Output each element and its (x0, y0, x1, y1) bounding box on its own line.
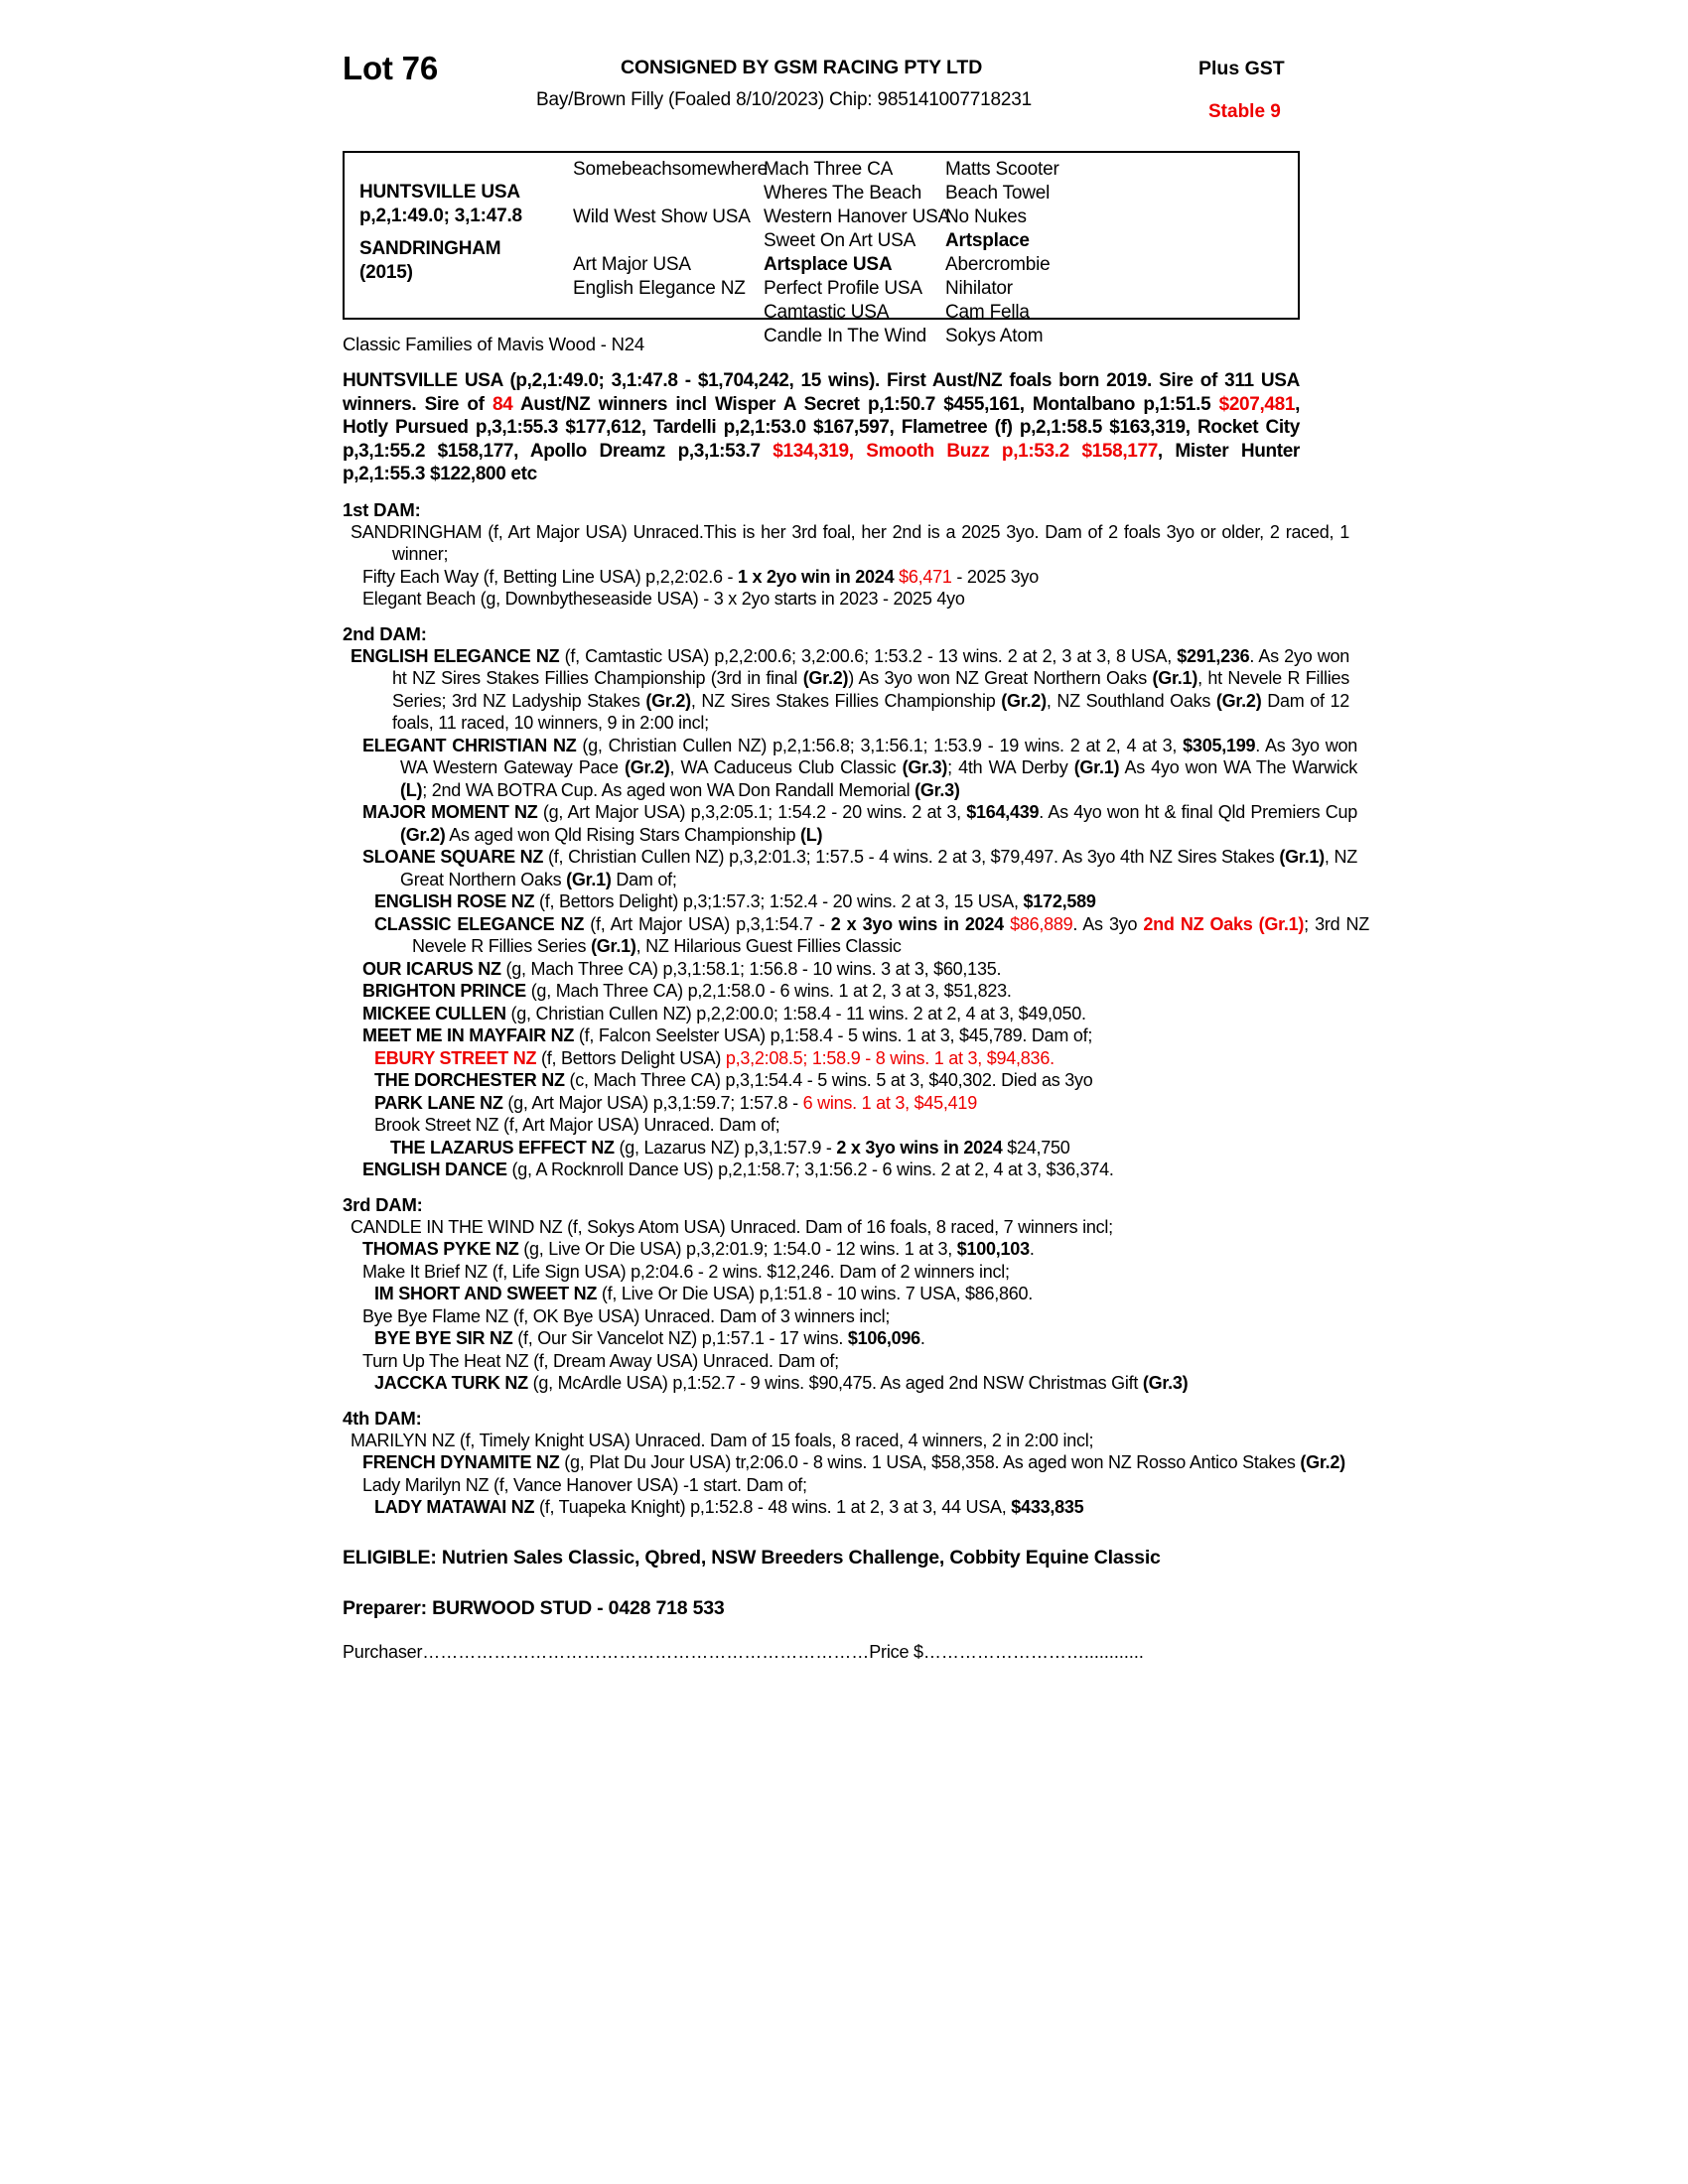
pedigree-entry: MAJOR MOMENT NZ (g, Art Major USA) p,3,2… (362, 802, 1357, 845)
pedigree-gg-3: Sweet On Art USA (764, 230, 916, 251)
pedigree-entry: SANDRINGHAM (f, Art Major USA) Unraced.T… (351, 521, 1349, 565)
pedigree-entry: MEET ME IN MAYFAIR NZ (f, Falcon Seelste… (362, 1025, 1093, 1045)
pedigree-ggg-2: No Nukes (945, 206, 1027, 227)
pedigree-entry: EBURY STREET NZ (f, Bettors Delight USA)… (374, 1047, 1055, 1068)
pedigree-gg-5: Perfect Profile USA (764, 278, 922, 299)
pedigree-entry: Elegant Beach (g, Downbytheseaside USA) … (362, 589, 965, 609)
pedigree-column-great-grandparents: Mach Three CA Wheres The Beach Western Han… (764, 153, 950, 346)
pedigree-entry: LADY MATAWAI NZ (f, Tuapeka Knight) p,1:… (374, 1497, 1084, 1517)
pedigree-gg-0: Mach Three CA (764, 159, 894, 180)
sire-name: HUNTSVILLE USA (359, 182, 520, 203)
pedigree-col3-list: Mach Three CA Wheres The Beach Western Han… (764, 158, 950, 348)
preparer-line: Preparer: BURWOOD STUD - 0428 718 533 (343, 1596, 725, 1619)
dam-heading-2: 3rd DAM: (343, 1193, 423, 1215)
pedigree-col4-list: Matts Scooter Beach Towel No Nukes Artsplac… (945, 158, 1059, 348)
pedigree-entry: FRENCH DYNAMITE NZ (g, Plat Du Jour USA)… (362, 1452, 1345, 1472)
pedigree-sire-cell: HUNTSVILLE USA p,2,1:49.0; 3,1:47.8 (359, 181, 522, 228)
pedigree-entry: PARK LANE NZ (g, Art Major USA) p,3,1:59… (374, 1092, 977, 1113)
pedigree-entry: MARILYN NZ (f, Timely Knight USA) Unrace… (351, 1430, 1094, 1450)
pedigree-gg-2: Western Hanover USA (764, 206, 951, 227)
lot-number: Lot 76 (343, 50, 438, 86)
pedigree-entry: ELEGANT CHRISTIAN NZ (g, Christian Culle… (362, 735, 1357, 800)
pedigree-dam-cell: SANDRINGHAM (2015) (359, 237, 501, 285)
pedigree-entry: JACCKA TURK NZ (g, McArdle USA) p,1:52.7… (374, 1373, 1189, 1393)
pedigree-entry: SLOANE SQUARE NZ (f, Christian Cullen NZ… (362, 847, 1357, 889)
eligible-line: ELIGIBLE: Nutrien Sales Classic, Qbred, … (343, 1546, 1161, 1569)
horse-description: Bay/Brown Filly (Foaled 8/10/2023) Chip:… (536, 89, 1032, 110)
sire-record: p,2,1:49.0; 3,1:47.8 (359, 205, 522, 226)
pedigree-entry: Bye Bye Flame NZ (f, OK Bye USA) Unraced… (362, 1305, 891, 1326)
pedigree-entry: BYE BYE SIR NZ (f, Our Sir Vancelot NZ) … (374, 1328, 925, 1348)
dam-heading-1: 2nd DAM: (343, 622, 427, 644)
pedigree-entry: ENGLISH ELEGANCE NZ (f, Camtastic USA) p… (351, 645, 1350, 734)
price-dots[interactable]: ………………………............ (922, 1641, 1144, 1662)
pedigree-entry: ENGLISH DANCE (g, A Rocknroll Dance US) … (362, 1160, 1114, 1179)
dam-sire: Art Major USA (573, 254, 691, 275)
pedigree-entry: OUR ICARUS NZ (g, Mach Three CA) p,3,1:5… (362, 958, 1002, 979)
pedigree-ggg-0: Matts Scooter (945, 159, 1059, 180)
pedigree-entry: Brook Street NZ (f, Art Major USA) Unrac… (374, 1115, 780, 1135)
pedigree-entry: Fifty Each Way (f, Betting Line USA) p,2… (362, 566, 1039, 587)
pedigree-table: HUNTSVILLE USA p,2,1:49.0; 3,1:47.8 SAND… (343, 151, 1300, 346)
pedigree-entry: MICKEE CULLEN (g, Christian Cullen NZ) p… (362, 1003, 1086, 1024)
pedigree-column-grandparents: Somebeachsomewhere Wild West Show USA Ar… (573, 153, 770, 318)
pedigree-entry: THOMAS PYKE NZ (g, Live Or Die USA) p,3,… (362, 1239, 1035, 1259)
pedigree-ggg-3: Artsplace (945, 230, 1030, 251)
pedigree-ggg-5: Nihilator (945, 278, 1013, 299)
classic-family-line: Classic Families of Mavis Wood - N24 (343, 334, 644, 354)
dam-name: SANDRINGHAM (359, 238, 501, 259)
page-content: Lot 76 CONSIGNED BY GSM RACING PTY LTD B… (343, 40, 1369, 1663)
pedigree-entry: CLASSIC ELEGANCE NZ (f, Art Major USA) p… (374, 913, 1369, 957)
dam-year: (2015) (359, 262, 413, 283)
dam-sections: 1st DAM: SANDRINGHAM (f, Art Major USA) U… (343, 498, 1369, 1519)
plus-gst-label: Plus GST (1198, 58, 1285, 79)
pedigree-gg-7: Candle In The Wind (764, 326, 926, 346)
pedigree-entry: Lady Marilyn NZ (f, Vance Hanover USA) -… (362, 1474, 807, 1495)
dam-dam: English Elegance NZ (573, 278, 746, 299)
pedigree-ggg-1: Beach Towel (945, 183, 1051, 204)
page-header: Lot 76 CONSIGNED BY GSM RACING PTY LTD B… (343, 40, 1336, 129)
price-label: Price $ (869, 1641, 923, 1662)
sire-production-paragraph: HUNTSVILLE USA (p,2,1:49.0; 3,1:47.8 - $… (343, 370, 1300, 484)
pedigree-entry: BRIGHTON PRINCE (g, Mach Three CA) p,2,1… (362, 981, 1012, 1001)
dam-heading-0: 1st DAM: (343, 498, 421, 520)
pedigree-entry: THE DORCHESTER NZ (c, Mach Three CA) p,3… (374, 1070, 1093, 1090)
sire-dam: Wild West Show USA (573, 206, 751, 227)
pedigree-gg-4: Artsplace USA (764, 254, 893, 275)
purchaser-label: Purchaser (343, 1641, 423, 1662)
purchaser-footer: Purchaser…………………………………………………………………Price … (343, 1642, 1336, 1663)
purchaser-dots[interactable]: ………………………………………………………………… (422, 1641, 870, 1662)
pedigree-ggg-6: Cam Fella (945, 302, 1030, 323)
pedigree-ggg-7: Sokys Atom (945, 326, 1044, 346)
consignor-name: CONSIGNED BY GSM RACING PTY LTD (621, 57, 983, 78)
pedigree-entry: CANDLE IN THE WIND NZ (f, Sokys Atom USA… (351, 1216, 1113, 1237)
pedigree-gg-1: Wheres The Beach (764, 183, 922, 204)
pedigree-entry: Make It Brief NZ (f, Life Sign USA) p,2:… (362, 1261, 1010, 1282)
dam-heading-3: 4th DAM: (343, 1407, 422, 1429)
pedigree-entry: THE LAZARUS EFFECT NZ (g, Lazarus NZ) p,… (390, 1137, 1070, 1158)
pedigree-ggg-4: Abercrombie (945, 254, 1051, 275)
pedigree-gg-6: Camtastic USA (764, 302, 890, 323)
pedigree-entry: Turn Up The Heat NZ (f, Dream Away USA) … (362, 1350, 839, 1371)
stable-badge: Stable 9 (1208, 101, 1281, 122)
pedigree-column-great-great-grandparents: Matts Scooter Beach Towel No Nukes Artsplac… (945, 153, 1124, 346)
pedigree-entry: IM SHORT AND SWEET NZ (f, Live Or Die US… (374, 1284, 1034, 1303)
pedigree-column-parents: HUNTSVILLE USA p,2,1:49.0; 3,1:47.8 SAND… (359, 153, 578, 318)
sire-sire: Somebeachsomewhere (573, 159, 769, 180)
pedigree-entry: ENGLISH ROSE NZ (f, Bettors Delight) p,3… (374, 891, 1096, 911)
